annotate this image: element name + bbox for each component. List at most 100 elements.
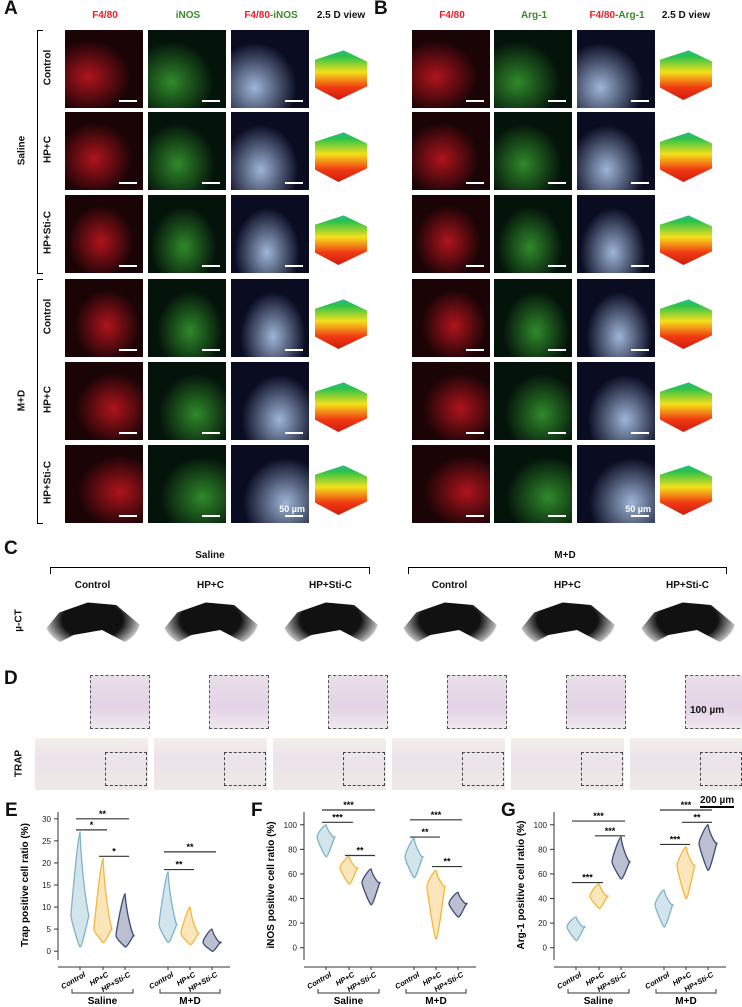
scale-bar — [202, 265, 220, 267]
violin-0 — [566, 916, 586, 941]
micrograph-image — [577, 362, 655, 440]
significance-label: ** — [693, 812, 701, 822]
zoom-region-box — [700, 752, 742, 786]
micrograph-image: 50 µm — [231, 445, 309, 523]
violin-2 — [115, 893, 135, 948]
merge-label-green: -iNOS — [269, 10, 298, 21]
micrograph-image — [412, 362, 490, 440]
micrograph-image — [494, 445, 572, 523]
violin-2 — [361, 868, 381, 906]
micrograph-image — [494, 30, 572, 108]
violin-chart-g: 0 20 40 60 80 100 Arg-1 positive cell ratio (%… — [516, 800, 726, 1007]
merge-label-red: F4/80 — [589, 10, 616, 21]
y-axis-label: iNOS positive cell ratio (%) — [266, 821, 277, 948]
scale-bar — [119, 182, 137, 184]
scale-bar — [631, 265, 649, 267]
micrograph-image — [231, 362, 309, 440]
scale-bar-200um: 200 µm — [700, 795, 735, 808]
violin-5 — [448, 891, 468, 918]
group-label: Saline — [16, 135, 28, 166]
significance-label: *** — [582, 873, 593, 883]
zoom-inset-image — [447, 675, 507, 729]
zoom-region-box — [224, 752, 266, 786]
x-tick-label: Control — [643, 969, 671, 991]
micrograph-image — [231, 195, 309, 273]
significance-label: *** — [681, 800, 692, 810]
trap-section-image — [35, 738, 148, 790]
group-label: Saline — [88, 996, 118, 1007]
zoom-region-box — [581, 752, 623, 786]
y-tick-label: 30 — [42, 815, 51, 824]
significance-label: *** — [605, 826, 616, 836]
zoom-inset-image — [209, 675, 269, 729]
violin-1 — [589, 883, 609, 910]
condition-label: HP+C — [554, 580, 581, 591]
x-tick-label: Control — [555, 969, 583, 991]
scale-bar — [202, 432, 220, 434]
scale-bar — [285, 349, 303, 351]
y-axis-label: Trap positive cell ratio (%) — [20, 823, 31, 947]
condition-label: HP+Sti-C — [665, 580, 710, 591]
scale-bar — [548, 265, 566, 267]
zoom-region-box — [343, 752, 385, 786]
row-label-trap: TRAP — [13, 749, 25, 778]
y-axis-label: Arg-1 positive cell ratio (%) — [516, 821, 527, 950]
scale-bar — [466, 432, 484, 434]
micrograph-image — [148, 195, 226, 273]
zoom-region-box — [105, 752, 147, 786]
column-header-f4-80: F4/80 — [92, 10, 118, 21]
y-tick-label: 5 — [47, 925, 52, 934]
micrograph-image — [231, 30, 309, 108]
violin-1 — [339, 856, 359, 885]
micrograph-image — [65, 279, 143, 357]
surface-plot-2-5d — [660, 465, 712, 515]
significance-label: *** — [593, 811, 604, 821]
panel-letter: F — [251, 800, 263, 821]
micrograph-image — [148, 362, 226, 440]
significance-label: ** — [356, 845, 364, 855]
condition-label: Control — [74, 580, 111, 591]
significance-label: ** — [186, 842, 194, 852]
scale-bar — [466, 182, 484, 184]
violin-4 — [180, 906, 200, 946]
scale-bar — [119, 265, 137, 267]
surface-plot-2-5d — [315, 215, 367, 265]
micrograph-image — [494, 112, 572, 190]
panel-a-letter: A — [4, 0, 18, 19]
row-label: HP+Sti-C — [42, 210, 54, 255]
microct-scan — [163, 602, 258, 648]
micrograph-image — [577, 195, 655, 273]
trap-section-image — [392, 738, 505, 790]
significance-label: ** — [175, 860, 183, 870]
surface-plot-2-5d — [660, 50, 712, 100]
significance-label: *** — [332, 812, 343, 822]
scale-bar — [631, 100, 649, 102]
y-tick-label: 25 — [42, 837, 51, 846]
violin-4 — [426, 869, 446, 940]
micrograph-image — [494, 362, 572, 440]
column-header-merge: F4/80-Arg-1 — [577, 10, 657, 21]
scale-bar — [285, 100, 303, 102]
scale-bar — [548, 100, 566, 102]
y-tick-label: 60 — [538, 870, 547, 879]
group-bracket — [408, 567, 727, 574]
y-tick-label: 80 — [538, 845, 547, 854]
row-label: HP+Sti-C — [42, 460, 54, 505]
y-tick-label: 0 — [293, 944, 298, 953]
violin-4 — [676, 846, 696, 900]
inset-scale-bar-label: 100 µm — [690, 705, 725, 716]
zoom-inset-image — [566, 675, 626, 729]
scale-bar — [202, 100, 220, 102]
x-tick-label: Control — [393, 969, 421, 991]
scale-bar — [119, 432, 137, 434]
micrograph-image — [412, 112, 490, 190]
scale-bar — [466, 515, 484, 517]
panel-c-letter: C — [4, 538, 18, 559]
group-bracket — [317, 989, 380, 994]
group-bracket — [405, 989, 467, 994]
microct-scan — [520, 602, 615, 648]
micrograph-image — [412, 279, 490, 357]
violin-3 — [404, 837, 424, 879]
surface-plot-2-5d — [660, 132, 712, 182]
